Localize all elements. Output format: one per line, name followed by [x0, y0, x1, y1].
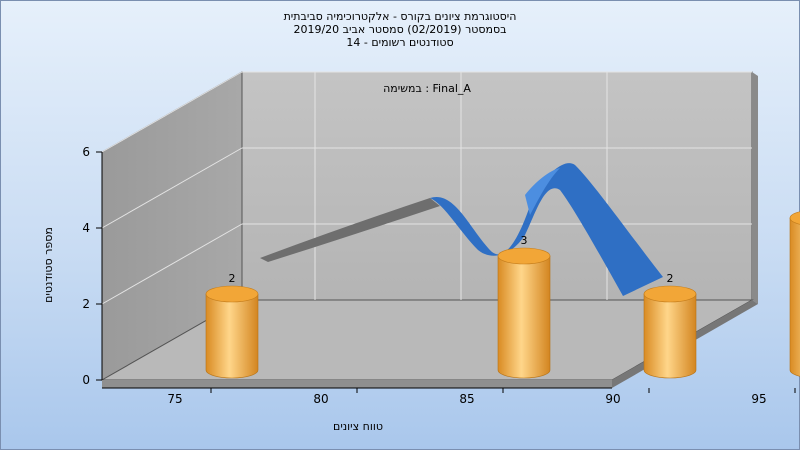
- y-tick-label: 4: [82, 221, 90, 235]
- grid-line-left: [101, 147, 243, 229]
- back-wall: [241, 71, 753, 301]
- ribbon-highlight: [525, 168, 560, 215]
- grid-line-left: [101, 223, 243, 305]
- bar: 4: [789, 211, 800, 377]
- y-ticks: 0 2 4 6: [82, 145, 102, 387]
- x-tick-label: 80: [313, 392, 328, 406]
- chart-subtitle: במשימה : Final_A: [383, 82, 471, 95]
- chart-title: היסטוגרמת ציונים בקורס - אלקטרוכימיה סבי…: [200, 10, 600, 49]
- bar-value-label: 2: [229, 272, 236, 285]
- bar-body: [497, 255, 551, 379]
- x-tick-label: 95: [751, 392, 766, 406]
- floor-front-edge: [102, 380, 612, 388]
- title-line-1: היסטוגרמת ציונים בקורס - אלקטרוכימיה סבי…: [283, 10, 517, 23]
- grid-line-left: [101, 71, 243, 153]
- x-tick-label: 75: [167, 392, 182, 406]
- bar-value-label: 3: [521, 234, 528, 247]
- bar-top: [789, 211, 800, 225]
- bar-value-label: 2: [667, 272, 674, 285]
- y-tick-label: 0: [82, 373, 90, 387]
- bar-top: [497, 247, 551, 265]
- bar-top: [205, 285, 259, 303]
- x-ticks: 7580859095100: [167, 388, 796, 406]
- bar-body: [643, 293, 697, 379]
- bar: 2: [643, 272, 697, 379]
- ribbon-shadow: [260, 198, 440, 262]
- bar-body: [789, 217, 800, 377]
- title-line-2: בסמסטר (02/2019) סמסטר אביב 2019/20: [293, 23, 507, 36]
- y-axis-title: מספר סטודנטים: [42, 227, 55, 303]
- bar-body: [205, 293, 259, 379]
- x-axis-title: טווח ציונים: [333, 420, 383, 433]
- x-tick-label: 90: [605, 392, 620, 406]
- bar: 2: [205, 272, 259, 379]
- ribbon-main: [430, 163, 663, 296]
- y-tick-label: 2: [82, 297, 90, 311]
- title-line-3: סטודנטים רשומים - 14: [346, 36, 454, 49]
- x-tick-label: 85: [459, 392, 474, 406]
- y-tick-label: 6: [82, 145, 90, 159]
- back-wall-right-edge: [752, 72, 758, 304]
- grid-lines: [101, 71, 752, 305]
- bar-top: [643, 285, 697, 303]
- ribbon-series: [260, 163, 663, 296]
- bars-layer: 23241: [205, 211, 800, 379]
- bar: 3: [497, 234, 551, 379]
